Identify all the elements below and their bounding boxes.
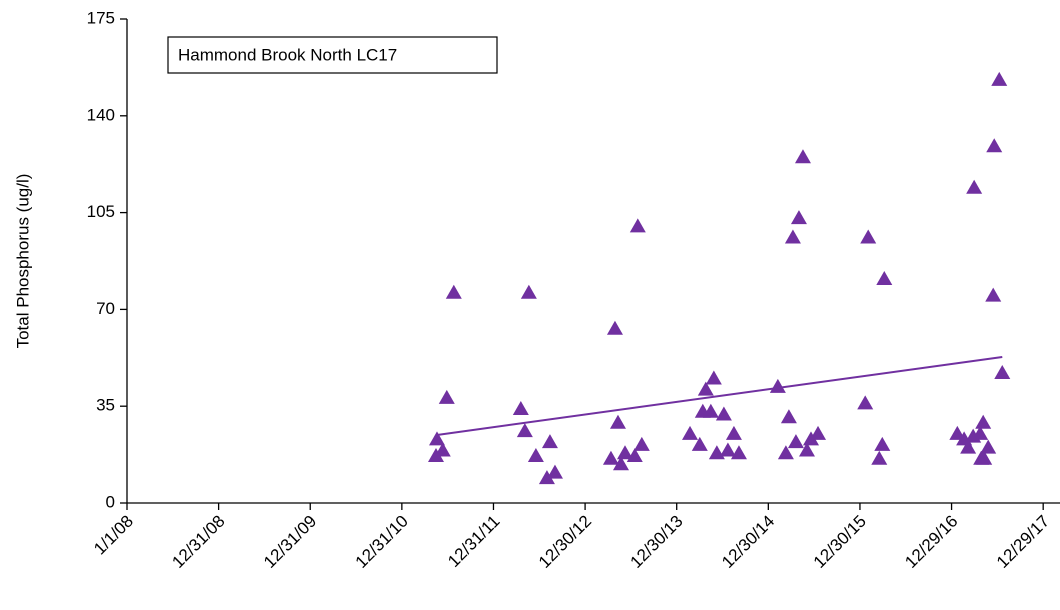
- point: [725, 425, 742, 440]
- point: [787, 434, 804, 449]
- x-tick-label: 12/31/08: [168, 512, 228, 572]
- point: [527, 447, 544, 462]
- trendline: [436, 355, 1003, 436]
- y-tick-label: 175: [87, 8, 115, 27]
- x-tick-label: 12/31/11: [444, 512, 503, 571]
- point: [972, 425, 989, 440]
- point: [790, 210, 807, 225]
- point: [991, 71, 1008, 86]
- point: [629, 218, 646, 233]
- point: [538, 470, 555, 485]
- point: [798, 442, 815, 457]
- point: [871, 450, 888, 465]
- point: [633, 436, 650, 451]
- point: [810, 425, 827, 440]
- point: [512, 400, 529, 415]
- point: [609, 414, 626, 429]
- point: [876, 270, 893, 285]
- point: [617, 445, 634, 460]
- point: [784, 229, 801, 244]
- y-tick-label: 140: [87, 105, 115, 124]
- x-tick-label: 12/29/17: [993, 512, 1053, 572]
- x-tick-label: 12/30/12: [535, 512, 595, 572]
- point: [994, 365, 1011, 380]
- point: [516, 423, 533, 438]
- point: [960, 439, 977, 454]
- point: [986, 138, 1003, 153]
- point: [445, 284, 462, 299]
- x-tick-label: 12/31/10: [352, 512, 412, 572]
- point: [769, 378, 786, 393]
- point: [612, 456, 629, 471]
- point: [794, 149, 811, 164]
- y-axis-label: Total Phosphorus (ug/l): [13, 174, 32, 349]
- x-tick-label: 12/30/14: [718, 512, 778, 572]
- y-tick-label: 0: [106, 492, 115, 511]
- point: [730, 445, 747, 460]
- x-tick-label: 1/1/08: [90, 512, 137, 559]
- x-tick-label: 12/30/13: [626, 512, 686, 572]
- chart-title: Hammond Brook North LC17: [178, 45, 397, 64]
- point: [985, 287, 1002, 302]
- point: [705, 370, 722, 385]
- point: [874, 436, 891, 451]
- point: [860, 229, 877, 244]
- point: [975, 414, 992, 429]
- x-tick-label: 12/30/15: [810, 512, 870, 572]
- point: [520, 284, 537, 299]
- point: [602, 450, 619, 465]
- point: [777, 445, 794, 460]
- x-tick-label: 12/31/09: [260, 512, 320, 572]
- point: [715, 406, 732, 421]
- point: [980, 439, 997, 454]
- y-tick-label: 105: [87, 202, 115, 221]
- title-box: [167, 36, 498, 74]
- point: [719, 442, 736, 457]
- point: [626, 447, 643, 462]
- point: [428, 431, 445, 446]
- point: [541, 434, 558, 449]
- point: [966, 179, 983, 194]
- point: [780, 409, 797, 424]
- point: [438, 389, 455, 404]
- point: [682, 425, 699, 440]
- point: [546, 464, 563, 479]
- y-tick-label: 70: [96, 299, 115, 318]
- point: [606, 320, 623, 335]
- point: [434, 442, 451, 457]
- x-tick-label: 12/29/16: [901, 512, 961, 572]
- point: [697, 381, 714, 396]
- point: [976, 450, 993, 465]
- y-tick-label: 35: [96, 396, 115, 415]
- point: [702, 403, 719, 418]
- point: [857, 395, 874, 410]
- point: [691, 436, 708, 451]
